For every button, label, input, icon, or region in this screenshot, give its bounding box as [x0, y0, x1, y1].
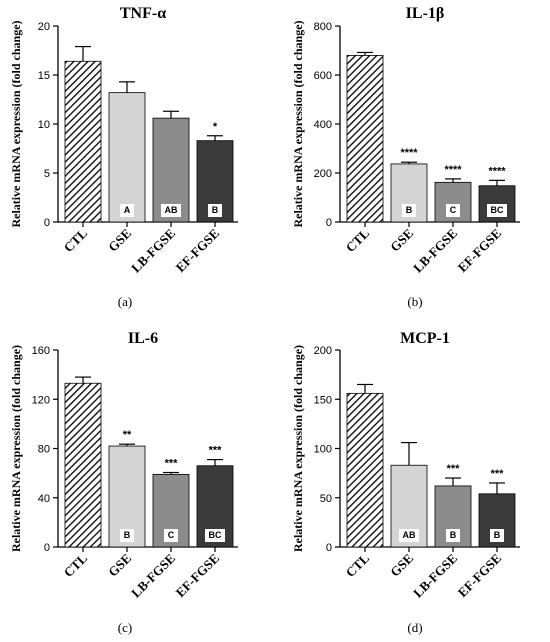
group-letter-box: [161, 204, 181, 217]
panel-label: (a): [118, 294, 132, 309]
y-tick-label: 600: [314, 70, 332, 82]
significance-marker: ***: [165, 458, 179, 470]
y-axis-label: Relative mRNA expression (fold change): [9, 20, 23, 227]
y-tick-label: 150: [314, 394, 332, 406]
panel-label: (b): [407, 294, 422, 309]
group-letter: B: [124, 530, 131, 540]
group-letter-box: [120, 204, 134, 217]
y-tick-label: 40: [38, 493, 50, 505]
category-label: CTL: [61, 225, 91, 255]
significance-marker: ***: [447, 463, 461, 475]
significance-marker: **: [123, 429, 132, 441]
category-label: EF-FGSE: [455, 551, 504, 600]
chart-title: IL-1β: [406, 5, 445, 22]
category-label: LB-FGSE: [410, 226, 460, 276]
category-label: EF-FGSE: [173, 551, 222, 600]
category-label: LB-FGSE: [128, 226, 178, 276]
y-tick-label: 120: [32, 394, 50, 406]
panel-label: (d): [407, 620, 422, 635]
significance-marker: ****: [400, 147, 418, 159]
group-letter-box: [446, 204, 460, 217]
group-letter-box: [205, 529, 225, 542]
category-label: GSE: [105, 226, 134, 255]
y-tick-label: 200: [314, 345, 332, 357]
y-tick-label: 0: [326, 217, 332, 229]
bar-ctl: [64, 382, 102, 548]
y-tick-label: 50: [320, 493, 332, 505]
group-letter: AB: [403, 530, 416, 540]
chart-panel-2: IL-1β Relative mRNA expression (fold chan…: [291, 5, 520, 309]
chart-title: IL-6: [128, 330, 158, 347]
y-axis-label: Relative mRNA expression (fold change): [291, 20, 305, 227]
chart-title: TNF-α: [120, 5, 166, 22]
y-tick-label: 800: [314, 21, 332, 33]
group-letter: BC: [491, 205, 504, 215]
group-letter-box: [402, 204, 416, 217]
y-tick-label: 100: [314, 444, 332, 456]
group-letter: B: [450, 530, 457, 540]
group-letter: B: [406, 205, 413, 215]
chart-panel-1: TNF-α Relative mRNA expression (fold chan…: [9, 5, 238, 309]
group-letter: AB: [165, 205, 178, 215]
chart-panel-4: MCP-1 Relative mRNA expression (fold chan…: [291, 330, 520, 635]
category-label: EF-FGSE: [455, 226, 504, 275]
group-letter: C: [450, 205, 457, 215]
group-letter-box: [487, 204, 507, 217]
y-tick-label: 200: [314, 168, 332, 180]
significance-marker: *: [213, 121, 218, 133]
group-letter: B: [494, 530, 501, 540]
chart-panel-3: IL-6 Relative mRNA expression (fold chang…: [9, 330, 238, 635]
group-letter-box: [399, 529, 419, 542]
y-axis-label: Relative mRNA expression (fold change): [9, 345, 23, 552]
y-tick-label: 160: [32, 345, 50, 357]
category-label: LB-FGSE: [128, 551, 178, 601]
category-label: GSE: [105, 551, 134, 580]
group-letter-box: [490, 529, 504, 542]
y-tick-label: 15: [38, 70, 50, 82]
y-tick-label: 400: [314, 119, 332, 131]
category-label: CTL: [61, 550, 91, 580]
group-letter: BC: [209, 530, 222, 540]
group-letter: A: [124, 205, 131, 215]
category-label: CTL: [343, 225, 373, 255]
category-label: LB-FGSE: [410, 551, 460, 601]
group-letter-box: [120, 529, 134, 542]
y-tick-label: 5: [44, 168, 50, 180]
significance-marker: ***: [491, 468, 505, 480]
chart-title: MCP-1: [400, 330, 450, 347]
group-letter-box: [446, 529, 460, 542]
significance-marker: ***: [209, 445, 223, 457]
bar-gse: [108, 92, 146, 223]
category-label: CTL: [343, 550, 373, 580]
bar-ctl: [64, 60, 102, 223]
y-tick-label: 10: [38, 119, 50, 131]
y-axis-label: Relative mRNA expression (fold change): [291, 345, 305, 552]
y-tick-label: 80: [38, 444, 50, 456]
y-tick-label: 0: [44, 217, 50, 229]
group-letter: B: [212, 205, 219, 215]
y-tick-label: 20: [38, 21, 50, 33]
group-letter: C: [168, 530, 175, 540]
y-tick-label: 0: [44, 542, 50, 554]
group-letter-box: [164, 529, 178, 542]
group-letter-box: [208, 204, 222, 217]
significance-marker: ****: [444, 164, 462, 176]
category-label: GSE: [387, 226, 416, 255]
bar-ctl: [346, 392, 384, 548]
category-label: GSE: [387, 551, 416, 580]
y-tick-label: 0: [326, 542, 332, 554]
panel-label: (c): [118, 620, 132, 635]
category-label: EF-FGSE: [173, 226, 222, 275]
significance-marker: ****: [488, 165, 506, 177]
bar-ctl: [346, 55, 384, 223]
